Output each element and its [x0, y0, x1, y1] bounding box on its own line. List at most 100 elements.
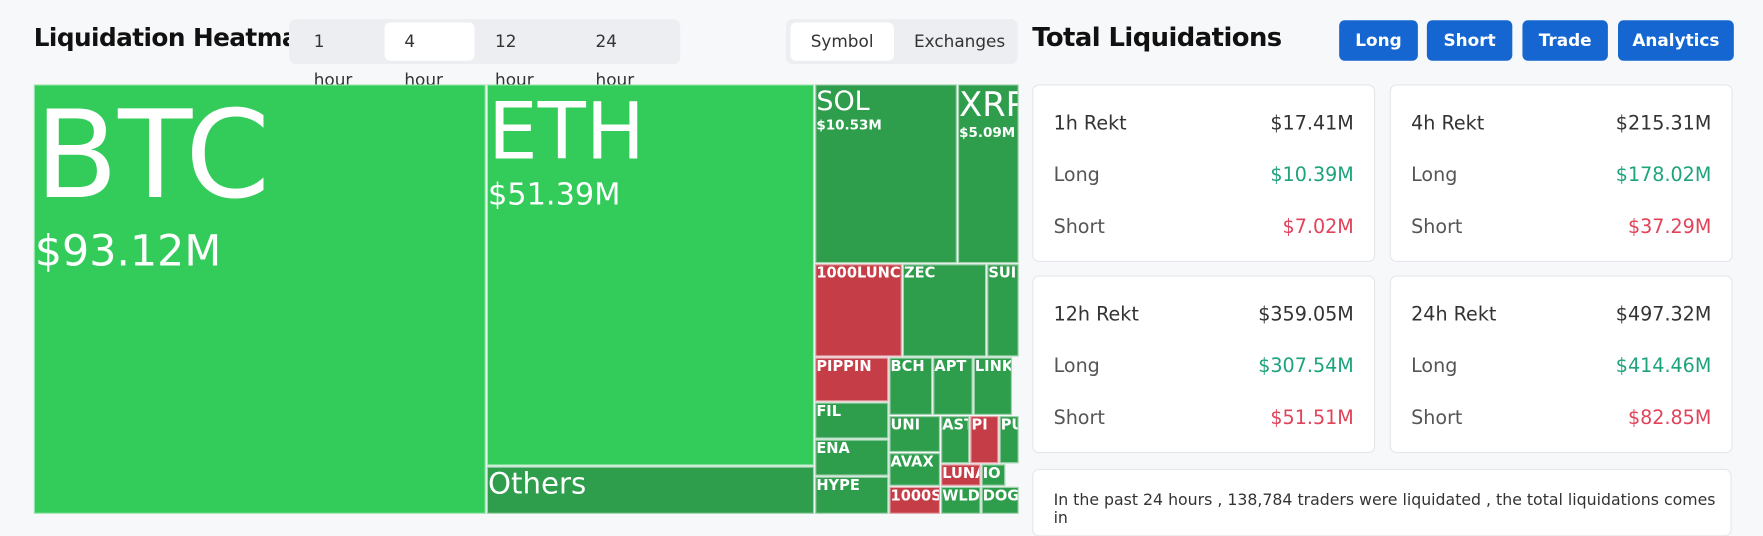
cell-label: FIL — [816, 403, 842, 421]
page-title: Liquidation Heatmap — [33, 24, 316, 53]
heatmap-cell[interactable]: SUI — [987, 264, 1019, 357]
note: In the past 24 hours , 138,784 traders w… — [1053, 491, 1716, 528]
card-title: 12h Rekt — [1053, 303, 1139, 327]
rekt-card: 12h Rekt $359.05M Long $307.54M Short $51.51M — [1032, 275, 1376, 454]
card-title: 24h Rekt — [1411, 303, 1497, 327]
heatmap-cell[interactable]: HYPE — [815, 476, 889, 514]
heatmap-cell[interactable]: ZEC — [902, 264, 987, 357]
card-total: $497.32M — [1615, 303, 1712, 327]
row-label: Long — [1411, 164, 1458, 187]
heatmap-cell[interactable]: XRP$5.09M — [957, 84, 1019, 264]
cell-label: ENA — [816, 440, 850, 458]
row-value: $178.02M — [1615, 164, 1712, 187]
heatmap-cell[interactable]: ENA — [815, 439, 889, 476]
heatmap-cell[interactable]: PUMP — [999, 416, 1019, 464]
cell-label: SOL — [816, 85, 870, 117]
cell-label: BTC — [34, 85, 271, 227]
card-total: $215.31M — [1615, 112, 1712, 135]
row-value: $51.51M — [1270, 407, 1354, 430]
time-tabs: 1 hour 4 hour 12 hour 24 hour — [288, 19, 681, 90]
cell-label: ASTER — [942, 417, 968, 435]
cell-label: XRP — [959, 85, 1017, 125]
heatmap-cell[interactable]: 1000SATS — [889, 486, 940, 514]
button[interactable]: Long — [1339, 20, 1418, 61]
button[interactable]: Analytics — [1618, 20, 1734, 61]
rekt-card: 4h Rekt $215.31M Long $178.02M Short $37.29M — [1389, 84, 1733, 262]
cell-label: 1000LUNC — [816, 265, 901, 283]
heatmap-cell[interactable]: BTC $93.12M — [33, 84, 486, 514]
page: Liquidation Heatmap 1 hour 4 hour 12 hour 2… — [33, 19, 1734, 536]
heatmap-cell[interactable]: IO — [981, 464, 1006, 486]
row-label: Short — [1053, 215, 1105, 239]
time-tab[interactable]: 12 hour — [495, 31, 534, 90]
cell-label: 1000SATS — [890, 487, 939, 505]
cell-label: LINK — [974, 358, 1012, 376]
cell-label: LUNA — [942, 465, 979, 483]
view-tab[interactable]: Exchanges — [914, 31, 1006, 52]
heatmap-cell[interactable]: SOL $10.53M — [815, 84, 957, 264]
heatmap-cell[interactable]: WLD — [941, 486, 981, 514]
cell-label: APT — [934, 358, 967, 376]
heatmap-cell[interactable]: BCH — [889, 357, 933, 415]
row-label: Short — [1411, 407, 1463, 430]
heatmap-cell[interactable]: DOGE — [981, 486, 1019, 514]
cell-label: PIPPIN — [816, 358, 872, 376]
note-card: In the past 24 hours , 138,784 traders w… — [1032, 468, 1732, 536]
cell-value: $51.39M — [487, 177, 621, 213]
cell-value: $10.53M — [816, 116, 882, 133]
rekt-card: 24h Rekt $497.32M Long $414.46M Short $82.85M — [1389, 275, 1733, 454]
heatmap-cell[interactable]: FIL — [815, 402, 889, 439]
heatmap-cell[interactable]: ASTER — [941, 416, 970, 464]
row-label: Short — [1053, 407, 1105, 430]
cell-label: Others — [487, 467, 587, 502]
row-value: $7.02M — [1282, 215, 1354, 239]
heatmap-cell[interactable]: APT — [933, 357, 973, 415]
time-tab[interactable]: 24 hour — [595, 31, 635, 90]
row-value: $37.29M — [1627, 215, 1712, 239]
heatmap-cell[interactable]: Others — [486, 466, 815, 514]
cell-label: ZEC — [904, 265, 936, 283]
card-total: $359.05M — [1258, 303, 1354, 327]
view-tab[interactable]: Symbol — [790, 22, 894, 61]
time-tab[interactable]: 1 hour — [313, 31, 353, 90]
time-tab[interactable]: 4 hour — [384, 22, 475, 90]
rekt-card: 1h Rekt $17.41M Long $10.39M Short $7.02M — [1032, 84, 1376, 262]
cell-value: $93.12M — [34, 226, 222, 276]
button[interactable]: Trade — [1522, 20, 1608, 61]
cell-label: PUMP — [1000, 417, 1018, 435]
row-value: $414.46M — [1615, 355, 1712, 378]
row-value: $10.39M — [1270, 164, 1354, 187]
cell-label: BCH — [890, 358, 925, 376]
button[interactable]: Short — [1426, 20, 1513, 61]
heatmap: BTC$93.12METH$51.39MOthersSOL$10.53MXRP$… — [33, 84, 1019, 514]
row-label: Short — [1411, 215, 1463, 239]
card-total: $17.41M — [1270, 112, 1354, 135]
cell-label: DOGE — [982, 487, 1019, 505]
heatmap-cell[interactable]: UNI — [889, 416, 940, 453]
cell-label: IO — [982, 465, 1001, 483]
heatmap-cell[interactable]: ETH $51.39M — [486, 84, 815, 466]
view-tabs: Symbol Exchanges — [785, 19, 1018, 65]
cell-label: UNI — [890, 417, 921, 435]
heatmap-cell[interactable]: LINK — [973, 357, 1012, 415]
cell-label: ETH — [487, 85, 645, 178]
cell-label: AVAX — [890, 454, 934, 472]
card-title: 1h Rekt — [1053, 112, 1127, 135]
row-label: Long — [1053, 355, 1100, 378]
cell-label: PI — [971, 417, 988, 435]
card-title: 4h Rekt — [1411, 112, 1485, 135]
cell-label: WLD — [942, 487, 980, 505]
heatmap-cell[interactable]: PIPPIN — [815, 357, 889, 402]
cell-label: HYPE — [816, 477, 860, 495]
cell-value: $5.09M — [959, 124, 1016, 141]
summary-title: Total Liquidations — [1032, 23, 1282, 53]
row-label: Long — [1053, 164, 1100, 187]
row-value: $82.85M — [1627, 407, 1712, 430]
cell-label: SUI — [988, 265, 1017, 283]
heatmap-cell[interactable]: 1000LUNC — [815, 264, 902, 357]
heatmap-cell[interactable]: AVAX — [889, 453, 940, 486]
heatmap-cell[interactable]: LUNA — [941, 464, 981, 486]
row-label: Long — [1411, 355, 1458, 378]
heatmap-cell[interactable]: PI — [970, 416, 999, 464]
row-value: $307.54M — [1258, 355, 1354, 378]
